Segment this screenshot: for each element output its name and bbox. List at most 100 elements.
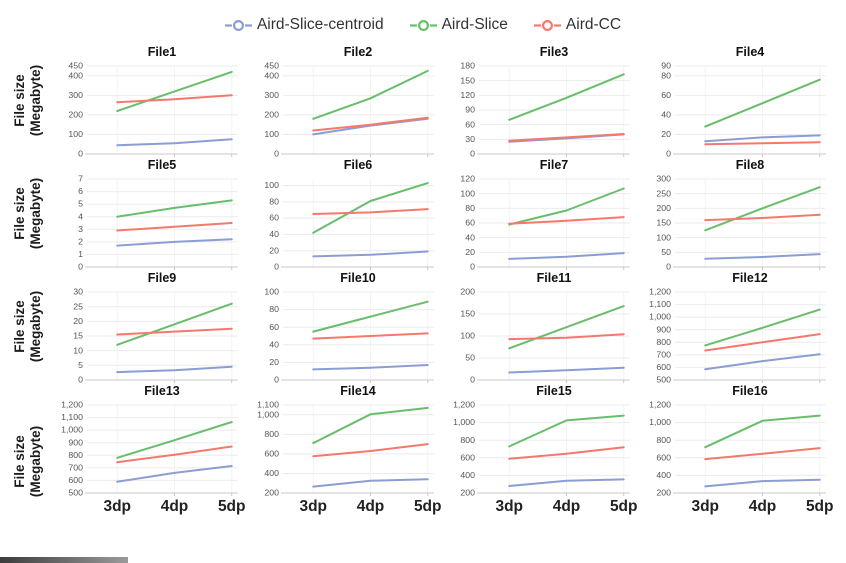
x-axis-labels: 3dp 4dp 5dp xyxy=(442,496,638,526)
legend-item-aird-slice-centroid: Aird-Slice-centroid xyxy=(224,16,384,34)
y-tick-label: 20 xyxy=(269,245,279,255)
y-tick-label: 900 xyxy=(656,324,671,334)
y-tick-label: 90 xyxy=(465,105,475,115)
y-tick-label: 450 xyxy=(68,61,83,71)
y-axis-label: File size (Megabyte) xyxy=(6,270,50,383)
legend-item-aird-cc: Aird-CC xyxy=(533,16,622,34)
legend-label: Aird-Slice-centroid xyxy=(256,16,384,33)
series-line-aird-cc xyxy=(508,133,625,142)
y-tick-label: 300 xyxy=(264,90,279,100)
series-line-aird-slice-centroid xyxy=(704,134,821,143)
chart-title: File15 xyxy=(536,384,572,398)
series-line-aird-cc xyxy=(116,327,233,336)
chart-legend: Aird-Slice-centroid Aird-Slice Aird-CC xyxy=(0,0,846,44)
series-line-aird-cc xyxy=(312,116,429,132)
y-tick-label: 7 xyxy=(78,174,83,184)
legend-label: Aird-Slice xyxy=(441,16,508,33)
y-tick-label: 600 xyxy=(656,453,671,463)
chart-file5: File5 0 1 2 3 4 5 6 7 xyxy=(50,157,246,270)
y-tick-label: 20 xyxy=(269,357,279,367)
series-line-aird-slice xyxy=(704,308,821,347)
y-tick-label: 400 xyxy=(68,71,83,81)
y-tick-label: 100 xyxy=(460,331,475,341)
y-axis-label-line: (Megabyte) xyxy=(28,177,44,250)
x-tick-label-4dp: 4dp xyxy=(748,498,777,515)
y-tick-label: 60 xyxy=(465,119,475,129)
series-line-aird-slice-centroid xyxy=(116,138,233,147)
plot-area: 0 50 100 150 200 xyxy=(460,287,630,383)
chart-title: File1 xyxy=(147,45,177,59)
y-tick-label: 0 xyxy=(470,149,475,157)
x-tick-label-3dp: 3dp xyxy=(495,498,524,515)
x-tick-label-4dp: 4dp xyxy=(160,498,189,515)
y-tick-label: 400 xyxy=(264,468,279,478)
series-line-aird-slice xyxy=(704,186,821,232)
y-tick-label: 450 xyxy=(264,61,279,71)
y-tick-label: 40 xyxy=(269,229,279,239)
y-axis-label-line: File size xyxy=(12,435,28,489)
y-tick-label: 1,000 xyxy=(649,312,671,322)
series-line-aird-slice-centroid xyxy=(704,353,821,371)
chart-title: File7 xyxy=(539,158,569,172)
series-line-aird-slice-centroid xyxy=(704,478,821,488)
y-tick-label: 4 xyxy=(78,211,83,221)
y-tick-label: 200 xyxy=(460,287,475,297)
y-tick-label: 100 xyxy=(656,232,671,242)
y-tick-label: 900 xyxy=(68,437,83,447)
y-tick-label: 40 xyxy=(269,340,279,350)
y-axis-label-line: (Megabyte) xyxy=(28,290,44,363)
y-tick-label: 1,100 xyxy=(649,299,671,309)
series-line-aird-slice-centroid xyxy=(508,252,625,260)
y-tick-label: 80 xyxy=(661,71,671,81)
y-tick-label: 20 xyxy=(661,129,671,139)
y-tick-label: 600 xyxy=(656,362,671,372)
chart-file15: File15 200 400 600 800 1,000 1,200 3dp 4dp 5dp xyxy=(442,383,638,541)
legend-item-aird-slice: Aird-Slice xyxy=(409,16,508,34)
legend-label: Aird-CC xyxy=(565,16,622,33)
y-tick-label: 180 xyxy=(460,61,475,71)
y-tick-label: 20 xyxy=(73,316,83,326)
chart-title: File5 xyxy=(147,158,177,172)
y-tick-label: 90 xyxy=(661,61,671,71)
line-circle-marker-icon xyxy=(409,19,437,31)
y-tick-label: 1,200 xyxy=(61,400,83,410)
series-line-aird-slice xyxy=(312,406,429,445)
x-tick-label-5dp: 5dp xyxy=(609,498,638,515)
series-line-aird-cc xyxy=(312,443,429,458)
chart-title: File11 xyxy=(536,271,572,285)
y-tick-label: 500 xyxy=(656,375,671,383)
chart-file13: File13 500 600 700 800 900 1,000 1,100 1,200 3dp 4… xyxy=(50,383,246,541)
series-line-aird-slice xyxy=(312,69,429,120)
plot-area: 0 20 40 60 80 100 xyxy=(264,287,434,383)
chart-file3: File3 0 30 60 90 120 150 180 xyxy=(442,44,638,157)
series-line-aird-cc xyxy=(312,332,429,340)
chart-title: File16 xyxy=(732,384,768,398)
y-tick-label: 100 xyxy=(264,287,279,297)
y-tick-label: 120 xyxy=(460,90,475,100)
series-line-aird-slice xyxy=(704,78,821,128)
y-tick-label: 100 xyxy=(264,180,279,190)
y-tick-label: 25 xyxy=(73,301,83,311)
chart-title: File10 xyxy=(340,271,376,285)
chart-title: File9 xyxy=(147,271,177,285)
x-tick-label-3dp: 3dp xyxy=(299,498,328,515)
series-line-aird-slice xyxy=(312,300,429,333)
y-tick-label: 1,100 xyxy=(61,412,83,422)
y-tick-label: 40 xyxy=(661,110,671,120)
y-tick-label: 800 xyxy=(656,435,671,445)
x-tick-label-4dp: 4dp xyxy=(356,498,385,515)
y-tick-label: 20 xyxy=(465,247,475,257)
series-line-aird-slice-centroid xyxy=(312,250,429,258)
series-line-aird-slice-centroid xyxy=(116,365,233,374)
x-tick-label-3dp: 3dp xyxy=(103,498,132,515)
y-tick-label: 1,200 xyxy=(649,400,671,410)
plot-area: 0 30 60 90 120 150 180 xyxy=(460,61,630,157)
chart-title: File6 xyxy=(343,158,373,172)
x-tick-label-5dp: 5dp xyxy=(805,498,834,515)
series-line-aird-cc xyxy=(704,333,821,352)
series-line-aird-cc xyxy=(312,208,429,215)
series-line-aird-slice xyxy=(116,421,233,459)
y-tick-label: 150 xyxy=(460,309,475,319)
